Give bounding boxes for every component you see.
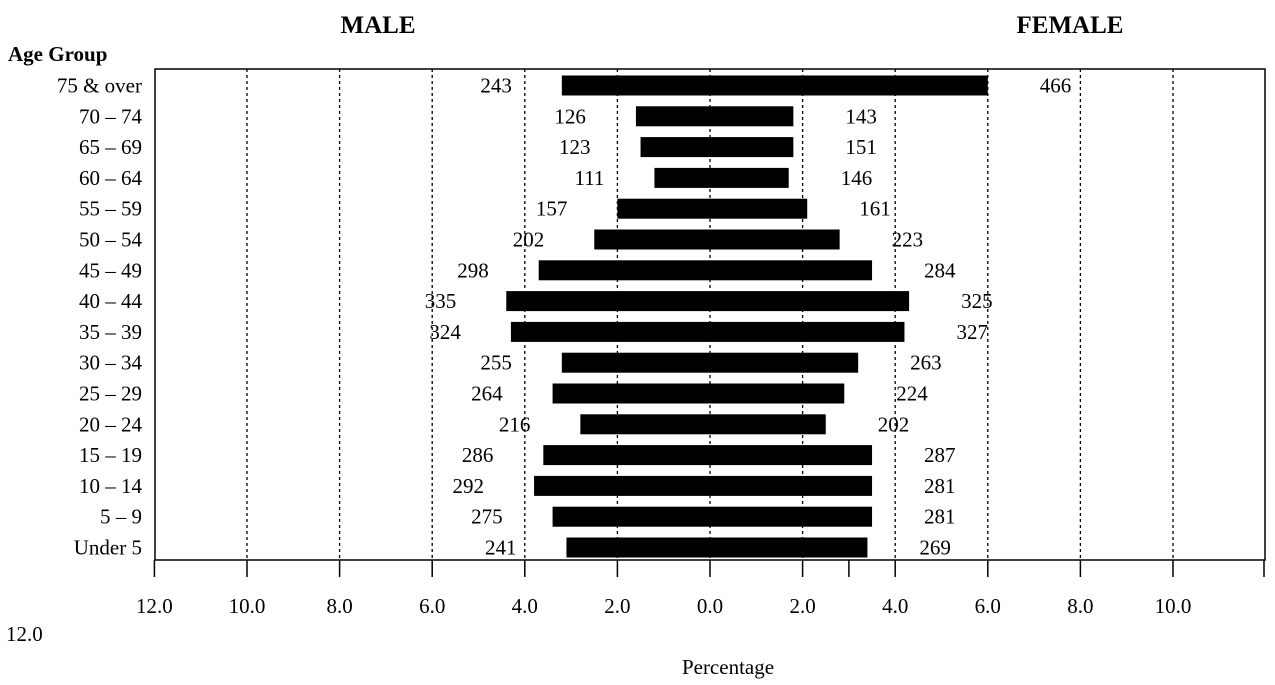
female-data-label: 223 [892, 228, 924, 252]
age-group-label: 65 – 69 [79, 135, 142, 159]
male-data-label: 243 [480, 74, 512, 98]
x-tick-label: 10.0 [1155, 594, 1192, 618]
bar-12 [580, 414, 826, 435]
female-data-label: 287 [924, 443, 956, 467]
male-data-label: 111 [574, 166, 604, 190]
female-data-label: 327 [956, 320, 988, 344]
male-data-label: 292 [453, 474, 485, 498]
female-data-label: 263 [910, 351, 942, 375]
age-group-label: 40 – 44 [79, 289, 143, 313]
female-data-label: 281 [924, 474, 956, 498]
x-tick-label: 0.0 [697, 594, 723, 618]
bar-14 [534, 475, 873, 496]
male-data-label: 255 [480, 351, 512, 375]
age-group-label: 25 – 29 [79, 382, 142, 406]
female-data-label: 161 [859, 197, 891, 221]
male-data-label: 216 [499, 412, 531, 436]
male-header: MALE [341, 12, 416, 39]
age-group-label: 35 – 39 [79, 320, 142, 344]
bar-10 [561, 352, 859, 373]
x-tick-label: 8.0 [1067, 594, 1093, 618]
age-group-label: 5 – 9 [100, 505, 142, 529]
x-tick-label: 6.0 [975, 594, 1001, 618]
bar-9 [510, 321, 905, 342]
age-group-label: 30 – 34 [79, 351, 143, 375]
male-data-label: 275 [471, 505, 503, 529]
age-group-label: 10 – 14 [79, 474, 143, 498]
age-group-label: 55 – 59 [79, 197, 142, 221]
age-group-label: 60 – 64 [79, 166, 143, 190]
female-data-label: 151 [845, 135, 877, 159]
female-data-label: 224 [896, 382, 928, 406]
female-header: FEMALE [1017, 12, 1124, 39]
bar-16 [566, 537, 868, 558]
bar-8 [506, 291, 910, 312]
bar-11 [552, 383, 845, 404]
x-tick-label: 4.0 [882, 594, 908, 618]
bar-3 [640, 137, 794, 158]
bar-5 [617, 198, 808, 219]
x-tick-label: 6.0 [419, 594, 445, 618]
female-data-label: 146 [841, 166, 873, 190]
x-tick-label: 4.0 [512, 594, 538, 618]
age-group-label: 70 – 74 [79, 104, 143, 128]
bar-7 [538, 260, 873, 281]
male-data-label: 241 [485, 536, 517, 560]
female-data-label: 284 [924, 258, 956, 282]
age-group-axis-title: Age Group [8, 42, 107, 66]
female-data-label: 143 [845, 104, 877, 128]
x-tick-label-extra: 12.0 [6, 622, 43, 646]
bars-layer [506, 75, 988, 558]
female-data-label: 202 [878, 412, 910, 436]
x-tick-label: 2.0 [789, 594, 815, 618]
age-group-label: 75 & over [57, 74, 142, 98]
bar-6 [594, 229, 840, 250]
age-group-label: 20 – 24 [79, 412, 143, 436]
male-data-label: 202 [513, 228, 545, 252]
male-data-label: 324 [429, 320, 461, 344]
age-group-label: 15 – 19 [79, 443, 142, 467]
bar-15 [552, 506, 873, 527]
male-data-label: 298 [457, 258, 489, 282]
x-tick-label: 8.0 [326, 594, 352, 618]
male-data-label: 157 [536, 197, 568, 221]
x-axis-title: Percentage [682, 655, 774, 679]
age-group-label: 50 – 54 [79, 228, 143, 252]
bar-4 [654, 167, 789, 188]
x-axis-ticks: 12.0 10.0 8.0 6.0 4.0 2.0 0.0 2.0 4.0 6.0 8.0 10.0 [136, 560, 1265, 618]
bar-2 [635, 106, 794, 127]
male-data-label: 126 [554, 104, 586, 128]
male-data-label: 335 [425, 289, 457, 313]
female-data-label: 466 [1040, 74, 1072, 98]
male-data-label: 286 [462, 443, 494, 467]
age-group-label: 45 – 49 [79, 258, 142, 282]
bar-1 [561, 75, 988, 96]
female-data-label: 281 [924, 505, 956, 529]
x-tick-label: 12.0 [136, 594, 173, 618]
labels-layer: 75 & over 243 466 70 – 74 126 143 65 – 69 123 15… [57, 74, 1071, 560]
bar-13 [543, 445, 873, 466]
male-data-label: 264 [471, 382, 503, 406]
age-group-label: Under 5 [74, 536, 142, 560]
x-tick-label: 10.0 [229, 594, 266, 618]
male-data-label: 123 [559, 135, 591, 159]
female-data-label: 325 [961, 289, 993, 313]
x-tick-label: 2.0 [604, 594, 630, 618]
female-data-label: 269 [919, 536, 951, 560]
